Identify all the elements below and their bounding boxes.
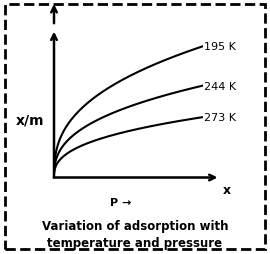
Text: Variation of adsorption with
temperature and pressure: Variation of adsorption with temperature… (42, 219, 228, 249)
Text: 195 K: 195 K (204, 42, 236, 52)
Text: x: x (223, 183, 231, 196)
Text: P →: P → (110, 197, 131, 207)
Text: 273 K: 273 K (204, 113, 236, 123)
Text: 244 K: 244 K (204, 81, 236, 91)
Text: x/m: x/m (16, 113, 45, 127)
